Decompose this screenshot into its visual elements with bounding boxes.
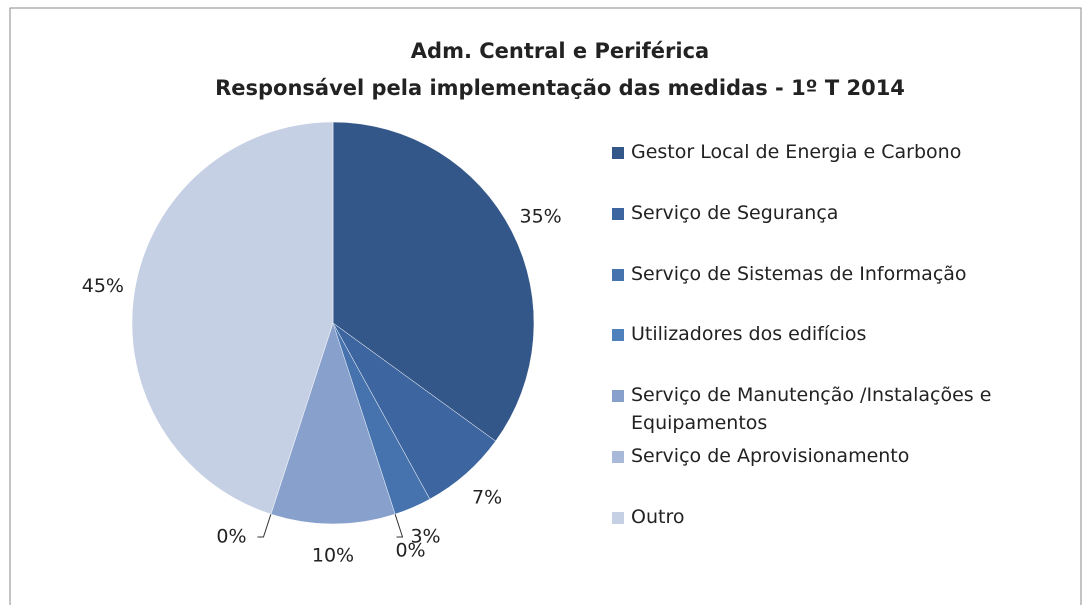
legend-label: Serviço de Segurança [631, 201, 839, 224]
legend-label: Serviço de Aprovisionamento [631, 445, 910, 467]
pie-slice [332, 121, 535, 442]
data-label: 0% [395, 539, 425, 561]
leader-line [257, 514, 272, 538]
data-label: 3% [410, 525, 440, 547]
legend-swatch [612, 511, 624, 524]
leader-line [394, 514, 404, 538]
data-label: 0% [216, 525, 246, 547]
legend-label: Outro [631, 505, 685, 528]
legend-label: Utilizadores dos edifícios [631, 323, 867, 346]
legend-label: Gestor Local de Energia e Carbono [631, 141, 962, 163]
legend-item: Serviço de Segurança [612, 199, 1072, 227]
legend-item: Serviço de Manutenção /Instalações e Equ… [612, 381, 1072, 437]
legend-item: Outro [612, 503, 1072, 531]
legend-label: Serviço de Manutenção /Instalações e Equ… [631, 384, 992, 435]
legend-item: Gestor Local de Energia e Carbono [612, 138, 1072, 166]
data-label: 35% [519, 206, 561, 228]
legend-item: Serviço de Aprovisionamento [612, 442, 1072, 470]
legend-item: Serviço de Sistemas de Informação [612, 260, 1072, 288]
pie-slice [131, 121, 334, 515]
legend-swatch [612, 329, 624, 342]
legend-label: Serviço de Sistemas de Informação [631, 262, 967, 285]
legend-item: Utilizadores dos edifícios [612, 320, 1072, 348]
pie-slice [270, 322, 396, 525]
chart-title: Adm. Central e Periférica [411, 39, 709, 63]
legend-swatch [612, 268, 624, 281]
data-label: 10% [312, 545, 354, 567]
chart-subtitle: Responsável pela implementação das medid… [215, 76, 905, 100]
legend-swatch [612, 207, 624, 220]
data-label: 7% [472, 486, 502, 508]
data-label: 45% [82, 275, 124, 297]
legend-swatch [612, 390, 624, 403]
legend-swatch [612, 451, 624, 463]
legend-swatch [612, 147, 624, 159]
